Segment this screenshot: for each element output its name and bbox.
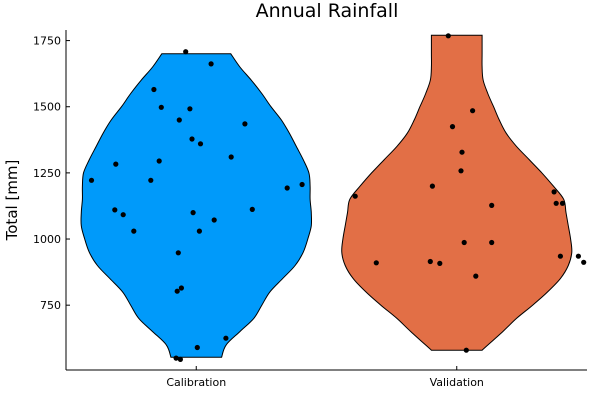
data-point-calibration xyxy=(223,335,229,341)
data-point-validation xyxy=(373,260,379,266)
data-point-calibration xyxy=(299,181,305,188)
data-point-calibration xyxy=(175,250,181,256)
x-tick-label-calibration: Calibration xyxy=(166,376,226,389)
data-point-calibration xyxy=(88,177,95,183)
data-point-validation xyxy=(459,149,465,155)
data-point-validation xyxy=(473,273,479,279)
data-point-calibration xyxy=(197,141,204,147)
data-point-calibration xyxy=(183,49,189,55)
data-point-calibration xyxy=(151,86,157,93)
y-tick-label: 1000 xyxy=(33,233,61,246)
data-point-calibration xyxy=(178,285,184,291)
data-point-validation xyxy=(489,239,495,246)
data-point-calibration xyxy=(187,106,193,112)
data-point-calibration xyxy=(176,117,182,123)
data-point-validation xyxy=(470,108,476,114)
y-tick-label: 750 xyxy=(40,299,61,312)
data-point-validation xyxy=(352,193,358,199)
violin-calibration xyxy=(80,53,313,358)
data-point-calibration xyxy=(208,61,214,67)
data-point-validation xyxy=(437,260,443,266)
data-point-calibration xyxy=(284,185,290,191)
data-point-calibration xyxy=(173,355,179,361)
data-point-validation xyxy=(575,253,582,259)
data-point-calibration xyxy=(242,121,248,127)
data-point-validation xyxy=(445,33,451,39)
data-point-validation xyxy=(581,259,587,265)
y-tick-label: 1500 xyxy=(33,101,61,114)
data-point-calibration xyxy=(196,228,202,234)
plot-area xyxy=(80,33,587,362)
data-point-validation xyxy=(429,183,435,189)
data-point-calibration xyxy=(194,344,200,351)
data-point-calibration xyxy=(113,161,119,167)
violin-validation xyxy=(341,34,573,351)
data-point-validation xyxy=(458,168,464,174)
data-point-calibration xyxy=(174,288,180,294)
data-point-validation xyxy=(551,189,557,195)
y-tick-label: 1250 xyxy=(33,167,61,180)
data-point-calibration xyxy=(156,158,162,164)
data-point-calibration xyxy=(158,104,164,110)
data-point-calibration xyxy=(131,228,137,234)
y-tick-label: 1750 xyxy=(33,35,61,48)
data-point-calibration xyxy=(177,356,183,362)
chart-title: Annual Rainfall xyxy=(256,0,399,22)
x-tick-label-validation: Validation xyxy=(430,376,484,389)
data-point-validation xyxy=(559,200,566,206)
data-point-validation xyxy=(427,258,433,265)
data-point-validation xyxy=(489,202,495,208)
data-point-validation xyxy=(449,124,456,130)
data-point-calibration xyxy=(190,210,196,216)
data-point-validation xyxy=(461,239,467,246)
data-point-calibration xyxy=(120,212,126,218)
data-point-calibration xyxy=(148,177,154,183)
data-point-validation xyxy=(463,347,469,353)
y-axis-title: Total [mm] xyxy=(3,160,21,242)
data-point-validation xyxy=(557,253,564,259)
data-point-calibration xyxy=(211,217,217,223)
axes: 750 1000 1250 1500 1750 Calibration Validation xyxy=(33,30,587,389)
data-point-calibration xyxy=(189,136,195,142)
data-point-validation xyxy=(553,200,559,206)
data-point-calibration xyxy=(228,154,234,160)
data-point-calibration xyxy=(249,206,255,212)
data-point-calibration xyxy=(112,207,118,213)
